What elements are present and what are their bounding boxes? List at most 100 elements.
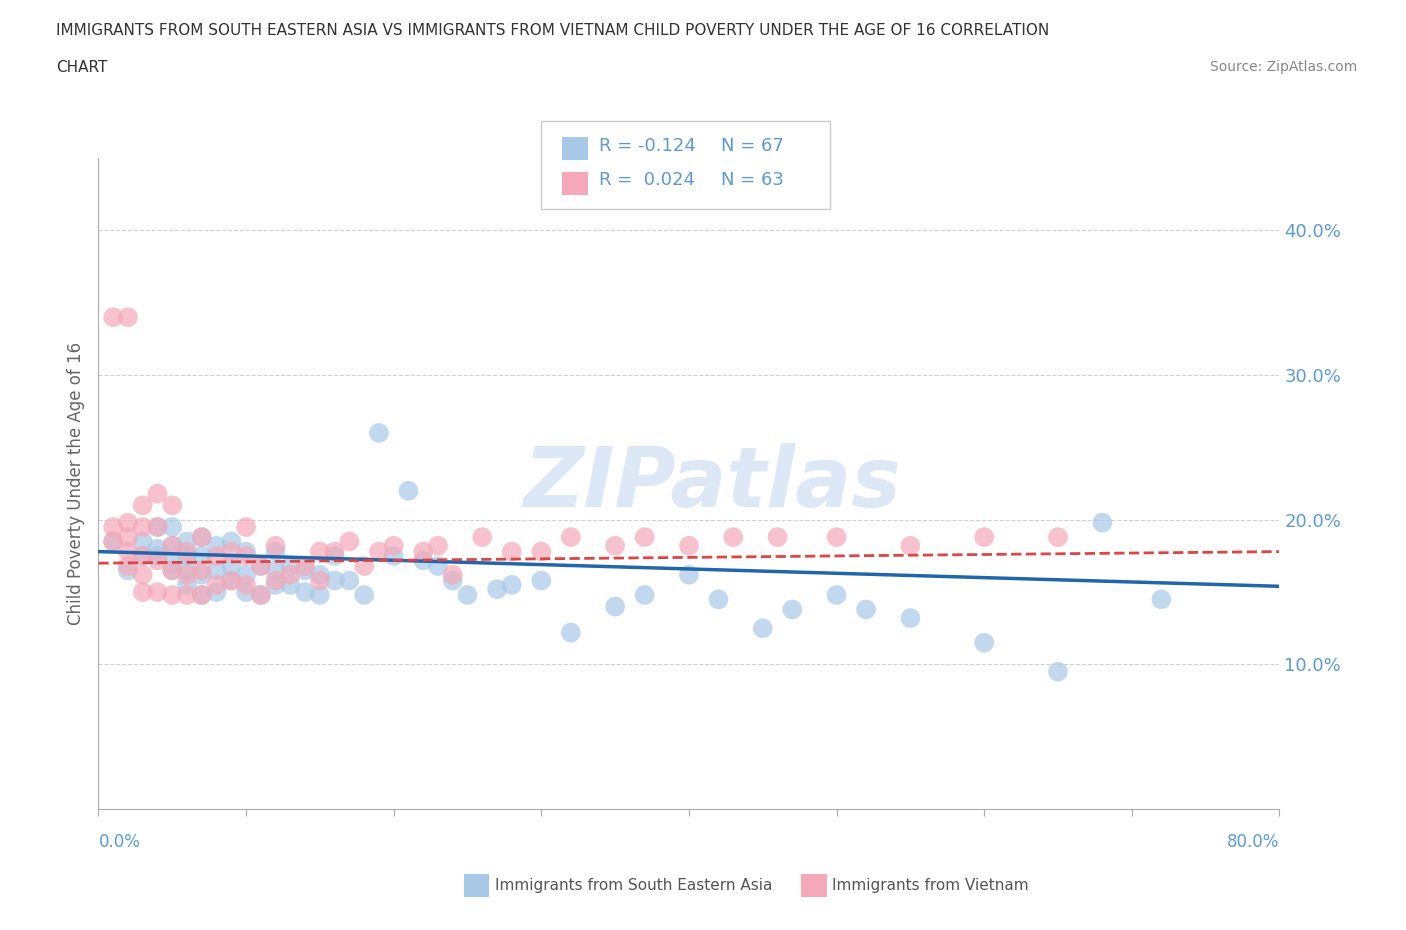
- Point: [309, 544, 332, 559]
- Point: [250, 559, 273, 574]
- Point: [396, 484, 419, 498]
- Point: [103, 534, 125, 549]
- Point: [176, 578, 198, 592]
- Text: Immigrants from Vietnam: Immigrants from Vietnam: [832, 878, 1029, 893]
- Point: [132, 567, 155, 582]
- Point: [339, 573, 360, 588]
- Point: [235, 585, 257, 600]
- Point: [117, 559, 139, 574]
- Point: [382, 549, 405, 564]
- Point: [412, 544, 434, 559]
- Point: [678, 538, 700, 553]
- Point: [456, 588, 478, 603]
- Point: [103, 534, 125, 549]
- Point: [219, 559, 242, 574]
- Point: [530, 544, 553, 559]
- Point: [205, 549, 228, 564]
- Point: [309, 573, 332, 588]
- Point: [191, 563, 214, 578]
- Point: [205, 585, 228, 600]
- Point: [633, 588, 655, 603]
- Point: [117, 563, 139, 578]
- Text: 80.0%: 80.0%: [1227, 832, 1279, 851]
- Point: [782, 602, 804, 617]
- Text: Source: ZipAtlas.com: Source: ZipAtlas.com: [1209, 60, 1357, 74]
- Text: IMMIGRANTS FROM SOUTH EASTERN ASIA VS IMMIGRANTS FROM VIETNAM CHILD POVERTY UNDE: IMMIGRANTS FROM SOUTH EASTERN ASIA VS IM…: [56, 23, 1049, 38]
- Point: [219, 534, 242, 549]
- Point: [723, 530, 745, 545]
- Point: [427, 538, 450, 553]
- Point: [825, 588, 848, 603]
- Point: [368, 426, 391, 441]
- Point: [235, 544, 257, 559]
- Point: [678, 567, 700, 582]
- Text: 0.0%: 0.0%: [98, 832, 141, 851]
- Point: [309, 567, 332, 582]
- Point: [825, 530, 848, 545]
- Point: [605, 599, 627, 614]
- Point: [162, 538, 183, 553]
- Point: [766, 530, 789, 545]
- Point: [560, 625, 582, 640]
- Point: [707, 591, 730, 606]
- Point: [353, 559, 375, 574]
- Point: [162, 563, 183, 578]
- Point: [973, 635, 995, 650]
- Point: [176, 544, 198, 559]
- Point: [162, 520, 183, 535]
- Point: [309, 588, 332, 603]
- Point: [294, 563, 316, 578]
- Point: [219, 573, 242, 588]
- Point: [176, 563, 198, 578]
- Point: [368, 544, 391, 559]
- Point: [146, 486, 169, 501]
- Point: [486, 582, 509, 597]
- Text: N = 63: N = 63: [721, 171, 785, 190]
- Point: [471, 530, 494, 545]
- Point: [323, 544, 346, 559]
- Point: [117, 515, 139, 530]
- Point: [278, 559, 302, 574]
- Point: [900, 611, 922, 626]
- Point: [146, 585, 169, 600]
- Point: [441, 573, 464, 588]
- Point: [162, 498, 183, 512]
- Point: [117, 310, 139, 325]
- Point: [146, 552, 169, 567]
- Y-axis label: Child Poverty Under the Age of 16: Child Poverty Under the Age of 16: [66, 342, 84, 625]
- Point: [117, 544, 139, 559]
- Point: [250, 588, 273, 603]
- Point: [103, 520, 125, 535]
- Point: [191, 588, 214, 603]
- Point: [441, 567, 464, 582]
- Point: [323, 573, 346, 588]
- Text: R =  0.024: R = 0.024: [599, 171, 695, 190]
- Point: [205, 538, 228, 553]
- Point: [191, 567, 214, 582]
- Point: [235, 520, 257, 535]
- Point: [162, 588, 183, 603]
- Point: [900, 538, 922, 553]
- Point: [605, 538, 627, 553]
- Point: [1046, 530, 1069, 545]
- Point: [146, 520, 169, 535]
- Point: [264, 573, 287, 588]
- Point: [235, 578, 257, 592]
- Point: [176, 567, 198, 582]
- Point: [191, 530, 214, 545]
- Point: [560, 530, 582, 545]
- Point: [294, 585, 316, 600]
- Point: [751, 621, 773, 636]
- Point: [132, 585, 155, 600]
- Point: [1091, 515, 1114, 530]
- Text: CHART: CHART: [56, 60, 108, 75]
- Point: [191, 530, 214, 545]
- Point: [855, 602, 877, 617]
- Point: [339, 534, 360, 549]
- Point: [501, 578, 523, 592]
- Point: [264, 563, 287, 578]
- Point: [162, 556, 183, 571]
- Point: [412, 552, 434, 567]
- Point: [501, 544, 523, 559]
- Text: Immigrants from South Eastern Asia: Immigrants from South Eastern Asia: [495, 878, 772, 893]
